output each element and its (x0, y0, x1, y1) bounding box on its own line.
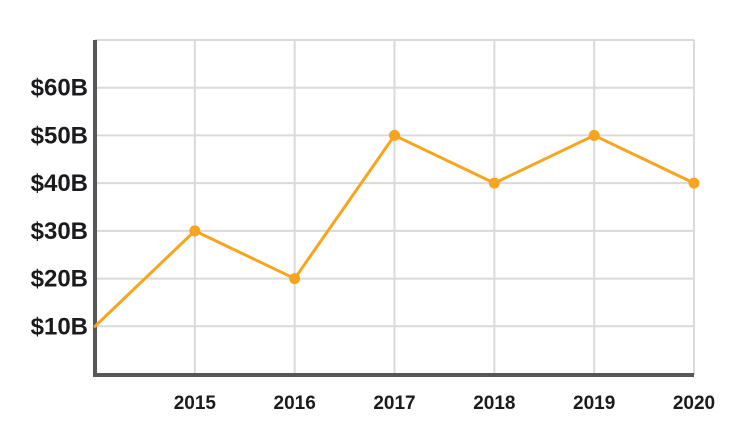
y-tick-label: $30B (31, 218, 88, 245)
data-point-marker (688, 177, 700, 189)
data-point-marker (189, 225, 201, 237)
data-point-marker (588, 129, 600, 141)
y-tick-label: $20B (31, 266, 88, 293)
y-tick-label: $50B (31, 122, 88, 149)
x-tick-label: 2015 (174, 393, 217, 414)
y-tick-label: $10B (31, 313, 88, 340)
data-point-marker (289, 273, 301, 285)
x-tick-label: 2017 (373, 393, 415, 414)
y-tick-label: $60B (31, 75, 88, 102)
x-tick-label: 2020 (673, 393, 715, 414)
x-tick-label: 2018 (473, 393, 515, 414)
data-point-marker (389, 129, 400, 141)
y-tick-label: $40B (31, 170, 88, 197)
data-point-marker (488, 177, 500, 189)
x-tick-label: 2019 (573, 393, 615, 414)
x-tick-label: 2016 (274, 393, 316, 414)
